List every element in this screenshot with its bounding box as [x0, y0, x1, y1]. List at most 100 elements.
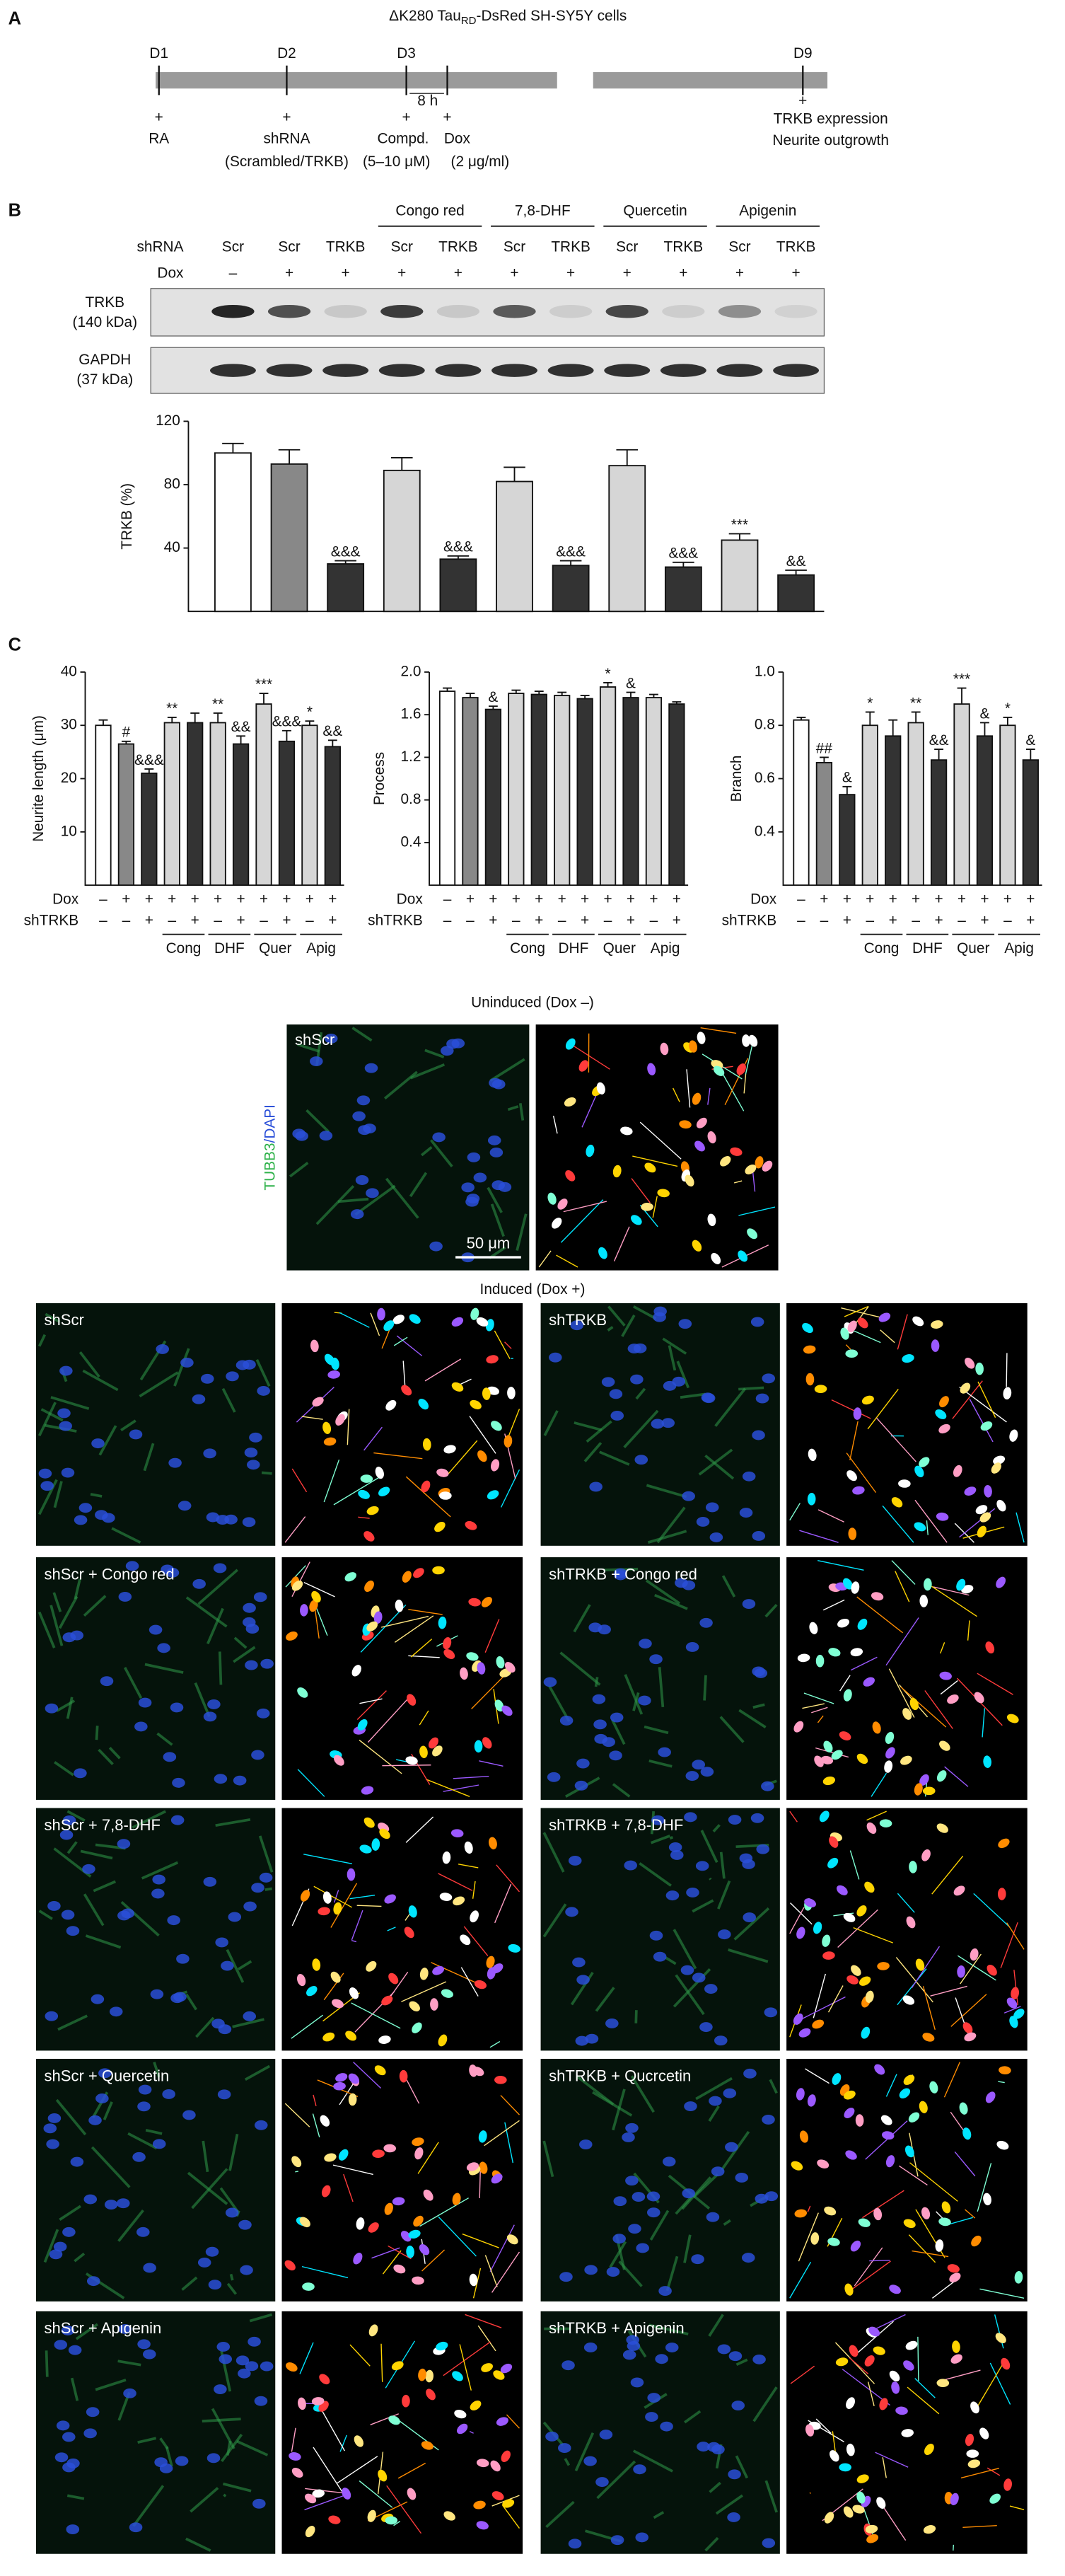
cell-body: [995, 2333, 1006, 2344]
nucleus: [129, 1429, 143, 1440]
cell-body: [385, 2516, 398, 2525]
cell-body: [328, 2515, 341, 2524]
cell-body: [451, 1382, 464, 1392]
title-subscript: RD: [461, 15, 477, 27]
cell-body: [501, 1705, 513, 1716]
trace: [802, 1703, 825, 1709]
blot-band: [547, 364, 594, 377]
cell-body: [902, 1354, 914, 1363]
nucleus: [70, 1630, 84, 1641]
neurite: [632, 2449, 673, 2473]
trace: [303, 1854, 352, 1864]
cell-body: [432, 1566, 445, 1575]
cell-body: [936, 1512, 949, 1521]
bar: [721, 539, 759, 613]
trace: [867, 2381, 875, 2406]
neurite: [95, 2379, 127, 2391]
cell-body: [487, 1490, 499, 1500]
trace: [822, 1599, 845, 1611]
annotation: &: [488, 689, 498, 705]
cell-body: [372, 2149, 385, 2159]
cell-body: [861, 1395, 874, 1405]
trace: [404, 2076, 420, 2104]
panel-letter: A: [8, 9, 21, 29]
cell-body: [975, 1505, 988, 1515]
neurite: [218, 1651, 223, 1685]
step-label: Dox: [444, 130, 471, 146]
cell-body: [707, 1131, 716, 1144]
neurite: [383, 1070, 418, 1100]
cell-body: [861, 2026, 871, 2039]
trace: [484, 1619, 500, 1653]
bar: [209, 722, 226, 886]
cell-body: [452, 2371, 463, 2381]
nucleus: [646, 2191, 660, 2202]
cell-body: [470, 1307, 479, 1320]
nucleus: [709, 1532, 723, 1542]
row-value: –: [122, 913, 131, 929]
nucleus: [251, 1750, 264, 1760]
panel-label: shScr + 7,8-DHF: [45, 1816, 161, 1834]
trace: [465, 2314, 502, 2328]
cell-body: [909, 1861, 917, 1873]
cell-body: [641, 1203, 653, 1211]
blot-band: [267, 304, 311, 318]
cell-body: [745, 1164, 757, 1174]
nucleus: [665, 2343, 679, 2352]
error-bar: [980, 722, 989, 737]
trace: [370, 2413, 399, 2425]
panel-label: shTRKB + Congo red: [549, 1565, 697, 1583]
trace: [371, 2247, 400, 2259]
trace: [926, 1520, 929, 1535]
nucleus: [609, 1750, 622, 1761]
nucleus: [47, 1901, 61, 1911]
nucleus: [225, 2207, 239, 2218]
y-axis-label: TRKB (%): [119, 483, 135, 550]
cell-body: [342, 2488, 351, 2500]
neurite: [653, 2511, 665, 2519]
bar: [187, 722, 204, 886]
nucleus: [310, 1056, 323, 1066]
y-tick-label: 0.4: [755, 823, 775, 839]
bar: [552, 565, 590, 613]
trace: [405, 1476, 451, 1518]
bar: [953, 703, 970, 886]
cell-body: [998, 1838, 1010, 1849]
trace: [333, 1890, 339, 1903]
trace: [944, 1766, 969, 1787]
day-label: D2: [277, 45, 296, 62]
cell-body: [297, 1973, 306, 1987]
cell-body: [905, 2340, 918, 2350]
cell-body: [284, 2260, 296, 2271]
nucleus: [634, 1455, 648, 1465]
cell-body: [839, 2463, 851, 2472]
neurite: [708, 2314, 724, 2337]
row-value: +: [454, 265, 462, 281]
trace: [885, 1617, 919, 1666]
nucleus: [129, 2522, 143, 2533]
neurite: [185, 2537, 211, 2552]
nucleus: [614, 1570, 627, 1581]
neurite: [219, 2187, 239, 2213]
nucleus: [214, 1774, 228, 1784]
blot-label: (140 kDa): [73, 314, 138, 330]
trace: [323, 1459, 340, 1503]
nucleus: [561, 2360, 575, 2371]
trace: [405, 1913, 411, 1921]
row-value: +: [466, 891, 475, 907]
bar: [530, 693, 547, 886]
error-bar: [278, 449, 301, 464]
cell-body: [356, 2217, 365, 2230]
trace: [839, 1675, 851, 1692]
neurite: [57, 2014, 88, 2031]
error-bar: [911, 711, 921, 723]
annotation: &&&: [556, 543, 586, 560]
cell-body: [319, 2374, 330, 2385]
error-bar: [305, 720, 315, 726]
nucleus: [109, 2006, 123, 2017]
row-value: +: [980, 913, 989, 929]
neurite: [516, 1213, 528, 1252]
nucleus: [62, 1815, 76, 1825]
trace: [305, 2488, 349, 2495]
